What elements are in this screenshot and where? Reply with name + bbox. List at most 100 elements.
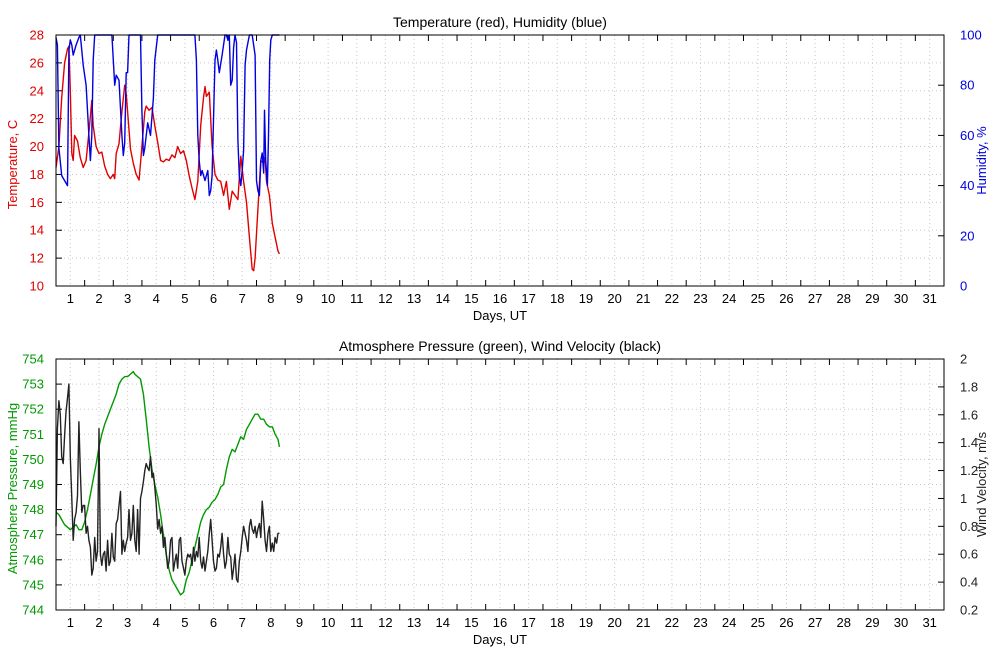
x-tick-label: 25 xyxy=(751,615,765,630)
y-tick-label: 24 xyxy=(30,83,44,98)
y-tick-label: 754 xyxy=(22,352,44,367)
x-tick-label: 29 xyxy=(865,615,879,630)
y-tick-label: 752 xyxy=(22,402,44,417)
pressure-wind-title: Atmosphere Pressure (green), Wind Veloci… xyxy=(339,338,661,354)
temperature-humidity-y2-axis-title: Humidity, % xyxy=(974,126,989,195)
temperature-humidity-y-axis-title: Temperature, C xyxy=(5,120,20,210)
x-tick-label: 25 xyxy=(751,291,765,306)
x-tick-label: 4 xyxy=(153,291,160,306)
y2-tick-label: 0.2 xyxy=(960,603,978,618)
x-tick-label: 11 xyxy=(350,291,364,306)
x-tick-label: 5 xyxy=(181,615,188,630)
y2-tick-label: 0.6 xyxy=(960,547,978,562)
x-tick-label: 22 xyxy=(665,615,679,630)
x-tick-label: 22 xyxy=(665,291,679,306)
pressure-wind-y2-axis-title: Wind Velocity, m/s xyxy=(974,431,989,537)
x-tick-label: 10 xyxy=(321,615,335,630)
wind-velocity-line xyxy=(55,383,280,583)
temperature-humidity-x-axis: 1 2 3 4 5 6 7 8 9 10 11 12 13 14 15 16 17 18 19 20 21 22 23 24 2… xyxy=(55,35,945,306)
x-tick-label: 1 xyxy=(67,291,74,306)
x-tick-label: 27 xyxy=(808,615,822,630)
pressure-wind-chart: 1 2 3 4 5 6 7 8 9 10 11 12 13 14 15 16 17 18 19 20 21 22 23 24 2… xyxy=(5,338,989,647)
x-tick-label: 12 xyxy=(378,615,392,630)
temperature-humidity-title: Temperature (red), Humidity (blue) xyxy=(393,14,607,30)
y2-tick-label: 1.4 xyxy=(960,435,978,450)
y-tick-label: 20 xyxy=(30,139,44,154)
temperature-humidity-x-axis-title: Days, UT xyxy=(473,308,527,323)
y-tick-label: 14 xyxy=(30,223,44,238)
y-tick-label: 753 xyxy=(22,377,44,392)
y-tick-label: 744 xyxy=(22,603,44,618)
pressure-wind-y-axis-title: Atmosphere Pressure, mmHg xyxy=(5,403,20,574)
y2-tick-label: 1.8 xyxy=(960,379,978,394)
x-tick-label: 17 xyxy=(521,615,535,630)
x-tick-label: 14 xyxy=(435,291,449,306)
x-tick-label: 30 xyxy=(894,615,908,630)
x-tick-label: 6 xyxy=(210,615,217,630)
y-tick-label: 751 xyxy=(22,427,44,442)
x-tick-label: 7 xyxy=(239,291,246,306)
y2-tick-label: 60 xyxy=(960,128,974,143)
pressure-wind-plot-frame xyxy=(55,358,945,611)
x-tick-label: 10 xyxy=(321,291,335,306)
x-tick-label: 13 xyxy=(407,291,421,306)
x-tick-label: 20 xyxy=(607,615,621,630)
x-tick-label: 23 xyxy=(693,615,707,630)
y-tick-label: 18 xyxy=(30,167,44,182)
y-tick-label: 12 xyxy=(30,251,44,266)
x-tick-label: 11 xyxy=(350,615,364,630)
x-tick-label: 3 xyxy=(124,291,131,306)
x-tick-label: 15 xyxy=(464,291,478,306)
y-tick-label: 747 xyxy=(22,527,44,542)
x-tick-label: 21 xyxy=(636,291,650,306)
x-tick-label: 2 xyxy=(95,291,102,306)
x-tick-label: 2 xyxy=(95,615,102,630)
x-tick-label: 31 xyxy=(922,291,936,306)
x-tick-label: 28 xyxy=(837,615,851,630)
x-tick-label: 16 xyxy=(493,291,507,306)
x-tick-label: 16 xyxy=(493,615,507,630)
x-tick-label: 1 xyxy=(67,615,74,630)
y2-tick-label: 0.8 xyxy=(960,519,978,534)
x-tick-label: 12 xyxy=(378,291,392,306)
y-tick-label: 28 xyxy=(30,28,44,43)
x-tick-label: 29 xyxy=(865,291,879,306)
x-tick-label: 20 xyxy=(607,291,621,306)
y2-tick-label: 1.2 xyxy=(960,463,978,478)
y2-tick-label: 40 xyxy=(960,178,974,193)
y-tick-label: 26 xyxy=(30,55,44,70)
x-tick-label: 13 xyxy=(407,615,421,630)
x-tick-label: 19 xyxy=(579,291,593,306)
pressure-wind-y-axis-right: 0.2 0.4 0.6 0.8 1 1.2 1.4 1.6 1.8 2 xyxy=(938,352,978,618)
x-tick-label: 27 xyxy=(808,291,822,306)
x-tick-label: 18 xyxy=(550,291,564,306)
y-tick-label: 22 xyxy=(30,111,44,126)
x-tick-label: 26 xyxy=(779,615,793,630)
x-tick-label: 6 xyxy=(210,291,217,306)
y2-tick-label: 1 xyxy=(960,491,967,506)
x-tick-label: 14 xyxy=(435,615,449,630)
x-tick-label: 15 xyxy=(464,615,478,630)
temperature-humidity-plot-frame xyxy=(55,34,945,287)
x-tick-label: 18 xyxy=(550,615,564,630)
x-tick-label: 9 xyxy=(296,291,303,306)
y-tick-label: 748 xyxy=(22,502,44,517)
temperature-humidity-chart: 1 2 3 4 5 6 7 8 9 10 11 12 13 14 15 16 17 18 19 20 21 22 23 24 2… xyxy=(5,14,989,323)
x-tick-label: 8 xyxy=(267,615,274,630)
y-tick-label: 10 xyxy=(30,279,44,294)
y2-tick-label: 1.6 xyxy=(960,407,978,422)
x-tick-label: 23 xyxy=(693,291,707,306)
x-tick-label: 3 xyxy=(124,615,131,630)
x-tick-label: 17 xyxy=(521,291,535,306)
x-tick-label: 5 xyxy=(181,291,188,306)
x-tick-label: 9 xyxy=(296,615,303,630)
x-tick-label: 30 xyxy=(894,291,908,306)
x-tick-label: 24 xyxy=(722,291,736,306)
pressure-wind-x-axis-title: Days, UT xyxy=(473,632,527,647)
y2-tick-label: 0 xyxy=(960,279,967,294)
y2-tick-label: 0.4 xyxy=(960,575,978,590)
x-tick-label: 31 xyxy=(922,615,936,630)
x-tick-label: 7 xyxy=(239,615,246,630)
